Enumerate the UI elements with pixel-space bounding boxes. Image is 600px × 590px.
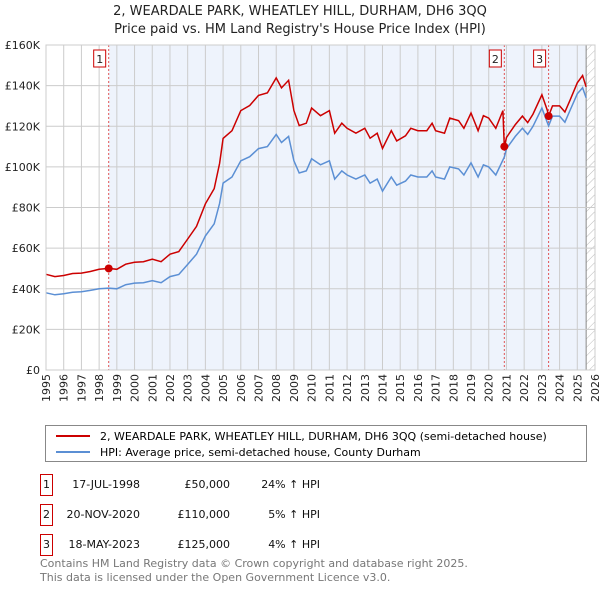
x-tick-label: 1998 (93, 374, 106, 402)
legend-label: 2, WEARDALE PARK, WHEATLEY HILL, DURHAM,… (100, 429, 547, 443)
x-tick-label: 2013 (359, 374, 372, 402)
x-tick-label: 2020 (483, 374, 496, 402)
hpi-line (45, 86, 587, 296)
x-tick-label: 2012 (341, 374, 354, 402)
sale-hpi-change: 24% ↑ HPI (261, 478, 320, 491)
sale-date: 20-NOV-2020 (66, 508, 140, 521)
sale-point (104, 264, 113, 273)
y-tick-label: £80K (12, 202, 41, 215)
y-tick-label: £120K (5, 120, 41, 133)
legend-label: HPI: Average price, semi-detached house,… (100, 445, 421, 459)
x-tick-label: 2016 (412, 374, 425, 402)
sale-marker-number: 3 (536, 53, 543, 66)
footer-licence: This data is licensed under the Open Gov… (40, 571, 391, 584)
chart-title: 2, WEARDALE PARK, WHEATLEY HILL, DURHAM,… (113, 4, 487, 19)
x-tick-label: 2014 (376, 374, 389, 402)
y-tick-label: £20K (12, 323, 41, 336)
y-tick-label: £40K (12, 283, 41, 296)
sale-point (500, 142, 509, 151)
sale-row: 3 18-MAY-2023 £125,000 4% ↑ HPI (40, 534, 340, 556)
x-tick-label: 2006 (235, 374, 248, 402)
sale-number: 2 (40, 504, 53, 526)
x-tick-label: 2004 (199, 374, 212, 402)
x-tick-label: 2022 (518, 374, 531, 402)
x-tick-label: 2009 (288, 374, 301, 402)
x-tick-label: 2008 (270, 374, 283, 402)
x-tick-label: 1999 (111, 374, 124, 402)
x-tick-label: 2005 (217, 374, 230, 402)
sale-number: 1 (40, 474, 53, 496)
sale-marker-box (488, 49, 502, 68)
plot-border (45, 44, 596, 371)
x-tick-label: 2007 (253, 374, 266, 402)
x-tick-label: 2011 (323, 374, 336, 402)
sale-point (544, 112, 553, 121)
x-tick-label: 2023 (536, 374, 549, 402)
legend-swatch-blue (56, 451, 90, 453)
sale-hpi-change: 5% ↑ HPI (268, 508, 320, 521)
sale-price: £125,000 (177, 538, 231, 551)
y-tick-label: £60K (12, 242, 41, 255)
x-tick-label: 2021 (500, 374, 513, 402)
legend-item-property: 2, WEARDALE PARK, WHEATLEY HILL, DURHAM,… (56, 428, 547, 444)
price-paid-line (45, 73, 587, 278)
sale-date: 17-JUL-1998 (72, 478, 140, 491)
y-tick-label: £140K (5, 80, 41, 93)
sale-date: 18-MAY-2023 (68, 538, 140, 551)
y-tick-label: £160K (5, 39, 41, 52)
x-tick-label: 2001 (146, 374, 159, 402)
x-tick-label: 2000 (129, 374, 142, 402)
sale-marker-box (93, 49, 107, 68)
sale-price: £50,000 (184, 478, 231, 491)
sale-row: 2 20-NOV-2020 £110,000 5% ↑ HPI (40, 504, 340, 526)
x-tick-label: 2002 (164, 374, 177, 402)
x-tick-label: 1997 (75, 374, 88, 402)
sale-hpi-change: 4% ↑ HPI (268, 538, 320, 551)
y-tick-label: £0 (26, 364, 40, 377)
sale-marker-number: 2 (492, 53, 499, 66)
x-tick-label: 2024 (554, 374, 567, 402)
sale-marker-label: 2 (488, 49, 502, 68)
sale-marker-box (533, 49, 547, 68)
x-tick-label: 2018 (447, 374, 460, 402)
sale-marker-label: 3 (533, 49, 547, 68)
x-tick-label: 1996 (58, 374, 71, 402)
x-tick-label: 2017 (430, 374, 443, 402)
legend-swatch-red (56, 435, 90, 437)
legend: 2, WEARDALE PARK, WHEATLEY HILL, DURHAM,… (45, 425, 587, 462)
footer-copyright: Contains HM Land Registry data © Crown c… (40, 557, 468, 570)
x-tick-label: 2025 (571, 374, 584, 402)
x-tick-label: 2019 (465, 374, 478, 402)
legend-item-hpi: HPI: Average price, semi-detached house,… (56, 444, 421, 460)
x-tick-label: 2010 (306, 374, 319, 402)
sale-marker-label: 1 (93, 49, 107, 68)
sale-number: 3 (40, 534, 53, 556)
x-tick-label: 1995 (40, 374, 53, 402)
plot-area: 1995 1996 1997 1998 1999 2000 2001 2002 2003 2004… (5, 39, 600, 402)
sale-row: 1 17-JUL-1998 £50,000 24% ↑ HPI (40, 474, 340, 496)
x-tick-label: 2026 (589, 374, 600, 402)
x-tick-label: 2003 (182, 374, 195, 402)
sale-marker-number: 1 (96, 53, 103, 66)
y-tick-label: £100K (5, 161, 41, 174)
sale-price: £110,000 (177, 508, 231, 521)
chart-subtitle: Price paid vs. HM Land Registry's House … (114, 22, 486, 37)
x-tick-label: 2015 (394, 374, 407, 402)
